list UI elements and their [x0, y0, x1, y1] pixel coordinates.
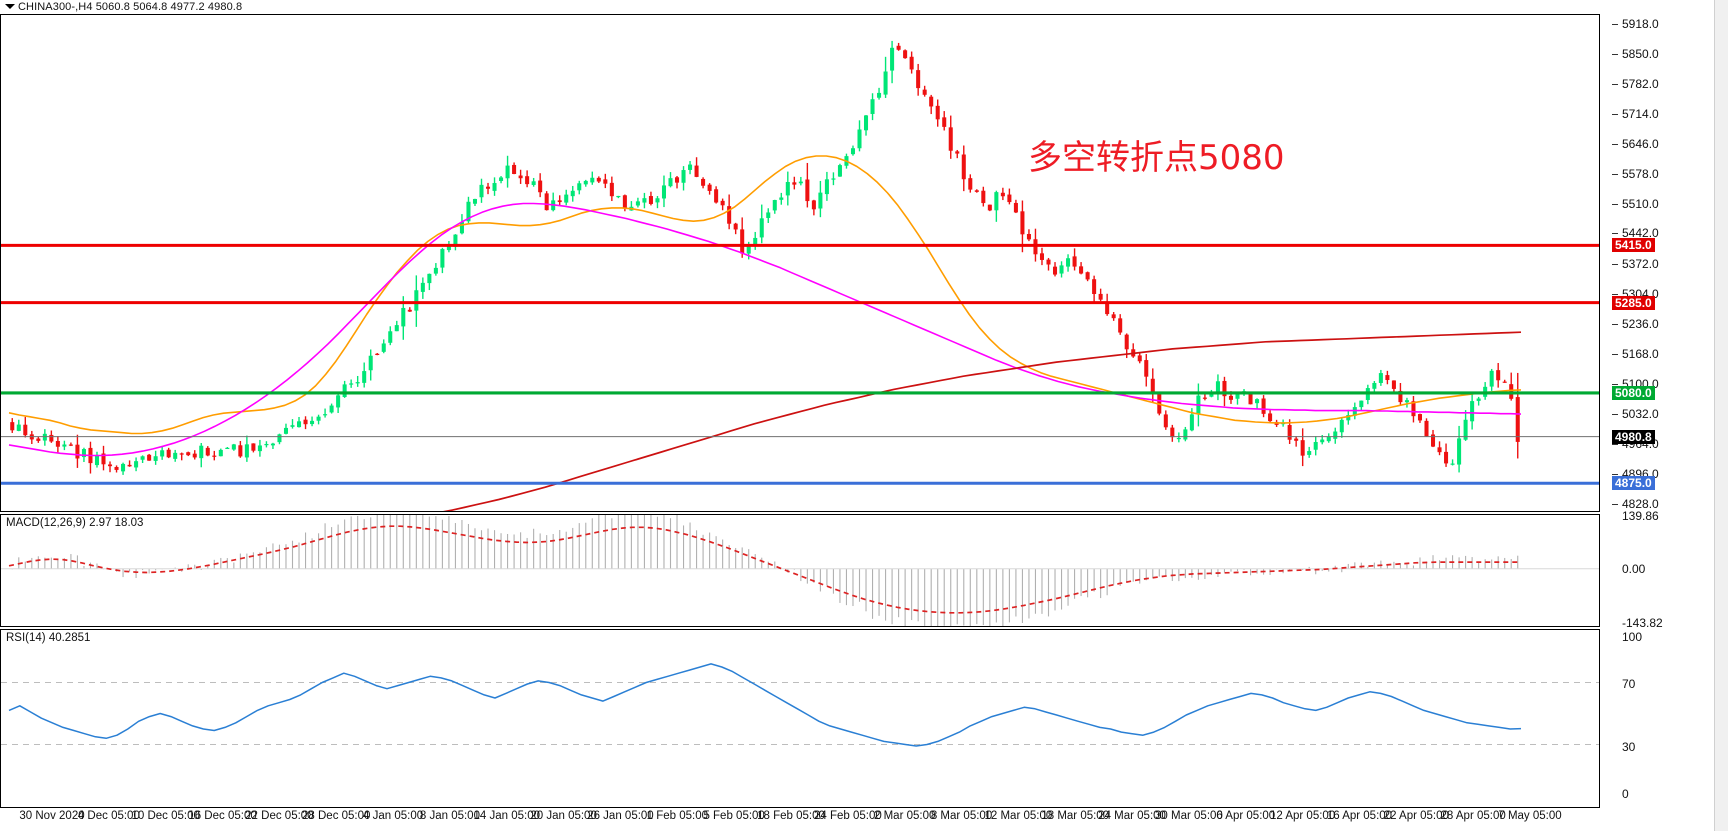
time-axis-label: 16 Dec 05:00 — [188, 810, 257, 822]
time-axis-label: 24 Feb 05:00 — [813, 810, 882, 822]
time-axis-label: 22 Dec 05:00 — [245, 810, 314, 822]
time-axis-label: 6 Apr 05:00 — [1216, 810, 1276, 822]
time-axis-label: 26 Jan 05:00 — [587, 810, 654, 822]
rsi-caption: RSI(14) 40.2851 — [6, 632, 91, 644]
price-tick — [1612, 294, 1618, 296]
price-badge-support-4875[interactable]: 4875.0 — [1612, 476, 1655, 491]
price-tick — [1612, 113, 1618, 115]
time-axis-label: 8 Mar 05:00 — [930, 810, 993, 822]
macd-plot-area — [1, 515, 1599, 626]
time-axis-label: 14 Jan 05:00 — [473, 810, 541, 822]
time-axis-label: 4 Dec 05:00 — [77, 810, 140, 822]
time-axis-label: 2 Mar 05:00 — [874, 810, 936, 822]
time-axis-label: 18 Mar 05:00 — [1041, 810, 1110, 822]
time-axis-label: 5 Feb 05:00 — [703, 810, 765, 822]
rsi-svg — [1, 663, 1599, 747]
price-axis-label: 5168.0 — [1622, 347, 1659, 362]
time-axis-label: 16 Apr 05:00 — [1326, 810, 1393, 822]
time-axis-label: 7 May 05:00 — [1498, 810, 1562, 822]
price-svg — [1, 40, 1599, 511]
price-axis-label: 4828.0 — [1622, 496, 1659, 511]
price-tick — [1612, 53, 1618, 55]
price-tick — [1612, 503, 1618, 505]
rsi-panel[interactable]: RSI(14) 40.2851 — [0, 629, 1600, 808]
macd-axis-label: -143.82 — [1622, 616, 1663, 630]
price-axis-label: 5442.0 — [1622, 226, 1659, 241]
price-tick — [1612, 173, 1618, 175]
chevron-down-icon[interactable] — [5, 4, 15, 9]
time-axis-label: 12 Mar 05:00 — [984, 810, 1053, 822]
price-badge-resistance-5415[interactable]: 5415.0 — [1612, 238, 1655, 253]
time-axis-label: 22 Apr 05:00 — [1383, 810, 1449, 822]
time-axis-label: 1 Feb 05:00 — [646, 810, 708, 822]
time-axis-label: 12 Apr 05:00 — [1269, 810, 1336, 822]
time-axis-label: 30 Nov 2020 — [19, 810, 85, 822]
macd-svg — [1, 515, 1599, 626]
price-axis-label: 5032.0 — [1622, 407, 1659, 422]
symbol-ohlc-label: CHINA300-,H4 5060.8 5064.8 4977.2 4980.8 — [18, 1, 243, 13]
rsi-axis-label: 30 — [1622, 739, 1636, 754]
price-axis-label: 5714.0 — [1622, 106, 1659, 121]
price-tick — [1612, 473, 1618, 475]
macd-axis-label: 0.00 — [1622, 561, 1646, 576]
price-axis-label: 5510.0 — [1622, 196, 1659, 211]
rsi-axis-label: 0 — [1622, 787, 1629, 801]
price-tick — [1612, 324, 1618, 326]
time-axis-label: 20 Jan 05:00 — [530, 810, 597, 822]
chart-header: CHINA300-,H4 5060.8 5064.8 4977.2 4980.8 — [0, 0, 1728, 14]
time-axis-label: 28 Dec 05:00 — [302, 810, 371, 822]
rsi-axis-label: 70 — [1622, 677, 1636, 692]
price-axis-label: 5918.0 — [1622, 16, 1659, 31]
price-badge-pivot-5080[interactable]: 5080.0 — [1612, 385, 1655, 400]
rsi-plot-area — [1, 630, 1599, 807]
price-axis-label: 5578.0 — [1622, 166, 1659, 181]
price-tick — [1612, 264, 1618, 266]
price-axis-label: 5782.0 — [1622, 76, 1659, 91]
price-tick — [1612, 233, 1618, 235]
price-chart-panel[interactable]: 多空转折点5080 — [0, 14, 1600, 512]
time-axis-label: 30 Mar 05:00 — [1155, 810, 1223, 822]
price-badge-last-price-4980.8[interactable]: 4980.8 — [1612, 429, 1655, 444]
time-axis-label: 18 Feb 05:00 — [757, 810, 825, 822]
macd-panel[interactable]: MACD(12,26,9) 2.97 18.03 — [0, 514, 1600, 627]
price-axis-label: 5372.0 — [1622, 257, 1659, 272]
price-tick — [1612, 444, 1618, 446]
rsi-axis-label: 100 — [1622, 630, 1643, 644]
right-scrollbar-edge[interactable] — [1714, 0, 1728, 831]
time-scale[interactable]: 30 Nov 2020 4 Dec 05:00 10 Dec 05:00 16 Dec… — [0, 808, 1728, 831]
time-axis-label: 24 Mar 05:00 — [1098, 810, 1166, 822]
price-tick — [1612, 354, 1618, 356]
time-axis-label: 10 Dec 05:00 — [131, 810, 200, 822]
price-scale[interactable]: 5918.0 5850.0 5782.0 5714.0 5646.0 5578.0 5510… — [1600, 0, 1728, 831]
price-tick — [1612, 203, 1618, 205]
price-axis-label: 5850.0 — [1622, 46, 1659, 61]
macd-caption: MACD(12,26,9) 2.97 18.03 — [6, 517, 144, 529]
price-plot-area — [1, 15, 1599, 511]
price-tick — [1612, 384, 1618, 386]
time-axis-label: 28 Apr 05:00 — [1440, 810, 1506, 822]
price-badge-resistance-5285[interactable]: 5285.0 — [1612, 295, 1655, 310]
time-axis-label: 8 Jan 05:00 — [419, 810, 480, 822]
price-tick — [1612, 143, 1618, 145]
time-axis-label: 4 Jan 05:00 — [363, 810, 424, 822]
price-axis-label: 5646.0 — [1622, 136, 1659, 151]
chart-annotation-text: 多空转折点5080 — [1028, 138, 1285, 178]
macd-axis-label: 139.86 — [1622, 509, 1659, 523]
price-tick — [1612, 414, 1618, 416]
price-tick — [1612, 23, 1618, 25]
price-tick — [1612, 83, 1618, 85]
price-axis-label: 5236.0 — [1622, 317, 1659, 332]
